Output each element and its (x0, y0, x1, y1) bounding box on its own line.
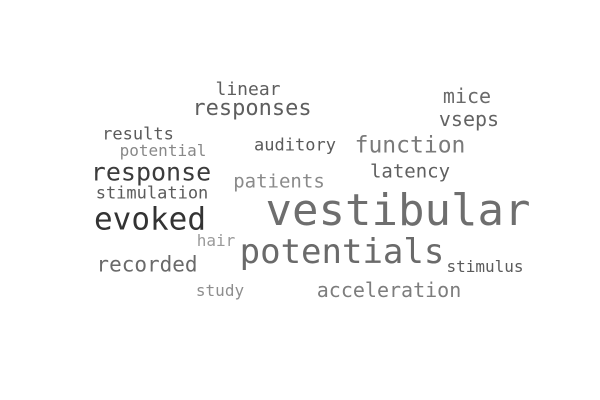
word-patients: patients (233, 170, 325, 193)
word-stimulation: stimulation (95, 183, 209, 204)
word-stimulus: stimulus (446, 257, 524, 276)
word-response: response (90, 157, 212, 187)
word-evoked: evoked (94, 201, 206, 238)
word-potential: potential (119, 141, 207, 160)
word-hair: hair (196, 231, 236, 250)
word-results: results (102, 124, 174, 145)
word-function: function (354, 132, 466, 159)
word-study: study (195, 281, 245, 300)
word-responses: responses (192, 96, 312, 121)
word-mice: mice (442, 84, 492, 108)
word-potentials: potentials (239, 232, 445, 272)
word-auditory: auditory (254, 135, 336, 156)
word-vestibular: vestibular (265, 185, 531, 236)
word-linear: linear (215, 79, 281, 100)
word-vseps: vseps (438, 107, 500, 131)
word-latency: latency (369, 160, 451, 183)
word-recorded: recorded (96, 252, 198, 277)
word-acceleration: acceleration (316, 278, 462, 302)
